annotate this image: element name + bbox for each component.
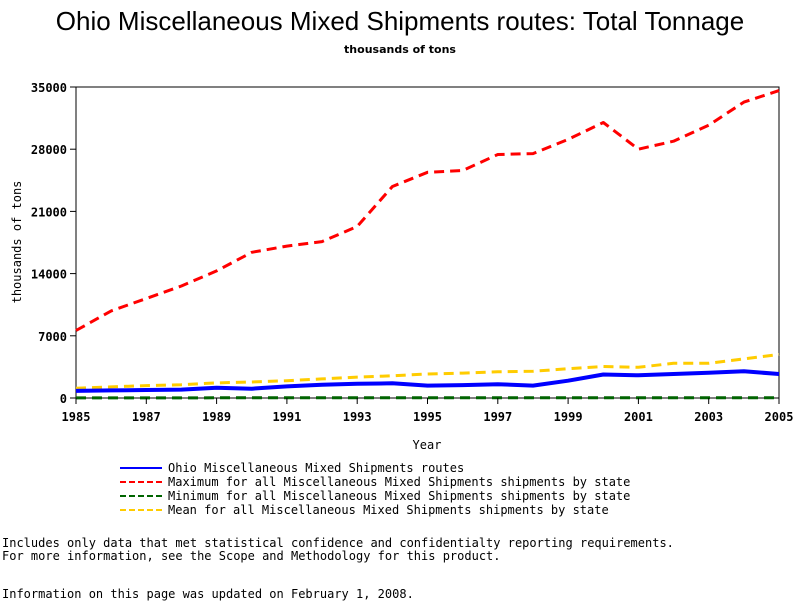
series-line-maximum (76, 91, 779, 331)
x-tick-label: 1997 (483, 410, 512, 424)
y-axis-title: thousands of tons (10, 181, 24, 304)
y-tick-label: 14000 (31, 268, 67, 282)
plot-area (76, 87, 779, 398)
legend-label-mean: Mean for all Miscellaneous Mixed Shipmen… (168, 503, 609, 517)
footnote-updated: Information on this page was updated on … (2, 587, 414, 601)
legend-swatch-ohio (120, 467, 162, 469)
y-tick-label: 35000 (31, 81, 67, 95)
footnote-confidence: Includes only data that met statistical … (2, 536, 674, 550)
x-tick-label: 2005 (765, 410, 794, 424)
legend-item-ohio: Ohio Miscellaneous Mixed Shipments route… (120, 461, 630, 475)
series-layer (76, 91, 779, 398)
series-line-mean (76, 355, 779, 389)
series-line-ohio (76, 371, 779, 391)
y-tick-label: 7000 (38, 330, 67, 344)
legend-swatch-maximum (120, 481, 162, 483)
legend-item-maximum: Maximum for all Miscellaneous Mixed Ship… (120, 475, 630, 489)
y-tick-label: 0 (60, 392, 67, 406)
legend-swatch-minimum (120, 495, 162, 497)
x-tick-label: 2001 (624, 410, 653, 424)
x-tick-label: 1993 (343, 410, 372, 424)
x-tick-label: 1991 (272, 410, 301, 424)
x-tick-label: 2003 (694, 410, 723, 424)
x-tick-label: 1985 (62, 410, 91, 424)
legend-swatch-mean (120, 509, 162, 511)
x-axis-title: Year (413, 438, 442, 452)
legend-item-mean: Mean for all Miscellaneous Mixed Shipmen… (120, 503, 630, 517)
legend-label-minimum: Minimum for all Miscellaneous Mixed Ship… (168, 489, 630, 503)
y-tick-label: 28000 (31, 143, 67, 157)
x-tick-label: 1987 (132, 410, 161, 424)
x-tick-label: 1999 (554, 410, 583, 424)
x-tick-label: 1989 (202, 410, 231, 424)
legend-label-ohio: Ohio Miscellaneous Mixed Shipments route… (168, 461, 464, 475)
y-tick-label: 21000 (31, 205, 67, 219)
legend-item-minimum: Minimum for all Miscellaneous Mixed Ship… (120, 489, 630, 503)
legend-label-maximum: Maximum for all Miscellaneous Mixed Ship… (168, 475, 630, 489)
x-tick-label: 1995 (413, 410, 442, 424)
legend: Ohio Miscellaneous Mixed Shipments route… (120, 461, 630, 517)
footnote-methodology: For more information, see the Scope and … (2, 549, 501, 563)
